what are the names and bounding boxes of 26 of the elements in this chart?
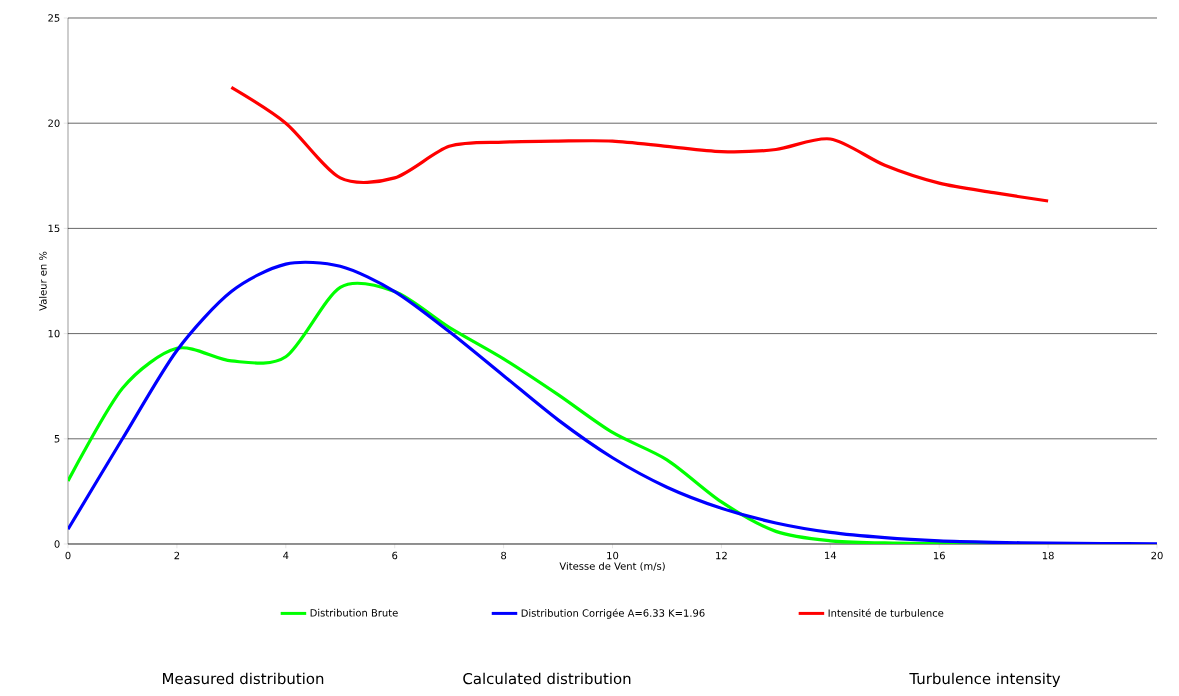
y-tick-label: 15: [48, 224, 60, 233]
text: Turbulence intensity: [909, 672, 1061, 688]
x-tick-label: 6: [392, 551, 398, 560]
y-tick-label: 0: [54, 540, 60, 548]
x-tick-label: 12: [716, 551, 727, 560]
x-tick-label: 14: [825, 551, 837, 560]
y-tick-label: 10: [48, 329, 60, 338]
text: Measured distribution: [163, 672, 324, 685]
line-series: [229, 85, 1050, 203]
x-tick-label: 8: [501, 551, 507, 560]
x-tick-label: 2: [174, 551, 180, 560]
x-tick-label: 4: [283, 551, 289, 560]
text: Calculated distribution: [463, 672, 631, 685]
x-tick-label: 16: [933, 551, 945, 560]
x-tick-label: 0: [65, 551, 71, 560]
x-axis-title: Vitesse de Vent (m/s): [559, 562, 665, 572]
legend-label: Intensité de turbulence: [828, 608, 944, 617]
x-tick-label: 18: [1042, 551, 1054, 560]
legend-label: Distribution Corrigée A=6.33 K=1.96: [521, 608, 705, 619]
y-tick-label: 25: [48, 14, 60, 22]
x-tick-label: 10: [607, 551, 619, 560]
y-tick-label: 20: [48, 119, 60, 127]
x-tick-label: 20: [1151, 551, 1163, 560]
y-tick-label: 5: [54, 435, 60, 443]
legend-label: Distribution Brute: [310, 608, 398, 617]
y-axis-title: Valeur en %: [38, 251, 47, 311]
